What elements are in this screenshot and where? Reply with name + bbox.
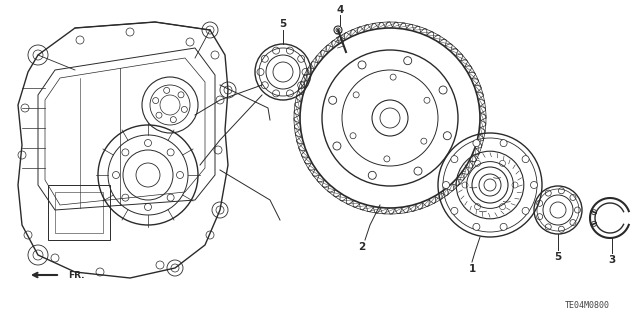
Circle shape xyxy=(473,140,480,147)
Text: 2: 2 xyxy=(358,242,365,252)
Circle shape xyxy=(500,140,507,147)
Text: FR.: FR. xyxy=(68,271,84,279)
Circle shape xyxy=(473,223,480,230)
Circle shape xyxy=(522,207,529,214)
Text: 1: 1 xyxy=(468,264,476,274)
Circle shape xyxy=(442,182,449,189)
Circle shape xyxy=(414,167,422,175)
Circle shape xyxy=(531,182,538,189)
Circle shape xyxy=(404,57,412,65)
Circle shape xyxy=(329,96,337,104)
Circle shape xyxy=(333,142,341,150)
Text: 3: 3 xyxy=(609,255,616,265)
Circle shape xyxy=(368,171,376,179)
Circle shape xyxy=(500,223,507,230)
Text: TE04M0800: TE04M0800 xyxy=(565,300,610,309)
Circle shape xyxy=(451,207,458,214)
Circle shape xyxy=(451,156,458,163)
Text: 4: 4 xyxy=(336,5,344,15)
Circle shape xyxy=(358,61,366,69)
Text: 5: 5 xyxy=(280,19,287,29)
Circle shape xyxy=(444,132,451,140)
Circle shape xyxy=(522,156,529,163)
Text: 5: 5 xyxy=(554,252,562,262)
Circle shape xyxy=(439,86,447,94)
